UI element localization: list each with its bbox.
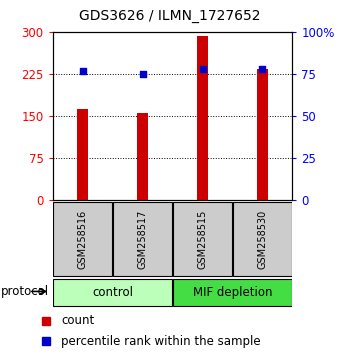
Bar xyxy=(197,36,208,200)
Text: percentile rank within the sample: percentile rank within the sample xyxy=(61,335,261,348)
Point xyxy=(80,68,85,73)
Bar xyxy=(137,113,148,200)
Bar xyxy=(53,279,172,307)
Text: protocol: protocol xyxy=(1,285,49,298)
Bar xyxy=(77,109,88,200)
Text: count: count xyxy=(61,314,95,327)
Point xyxy=(260,66,265,72)
Bar xyxy=(233,201,292,276)
Bar xyxy=(53,201,112,276)
Bar xyxy=(257,69,268,200)
Bar xyxy=(173,279,292,307)
Point xyxy=(200,66,205,72)
Text: GSM258515: GSM258515 xyxy=(198,209,207,269)
Point xyxy=(140,71,145,77)
Bar xyxy=(113,201,172,276)
Bar xyxy=(173,201,232,276)
Text: control: control xyxy=(92,286,133,299)
Text: GDS3626 / ILMN_1727652: GDS3626 / ILMN_1727652 xyxy=(79,9,261,23)
Text: MIF depletion: MIF depletion xyxy=(193,286,272,299)
Text: GSM258517: GSM258517 xyxy=(138,209,148,269)
Text: GSM258516: GSM258516 xyxy=(78,209,88,269)
Text: GSM258530: GSM258530 xyxy=(257,209,268,269)
